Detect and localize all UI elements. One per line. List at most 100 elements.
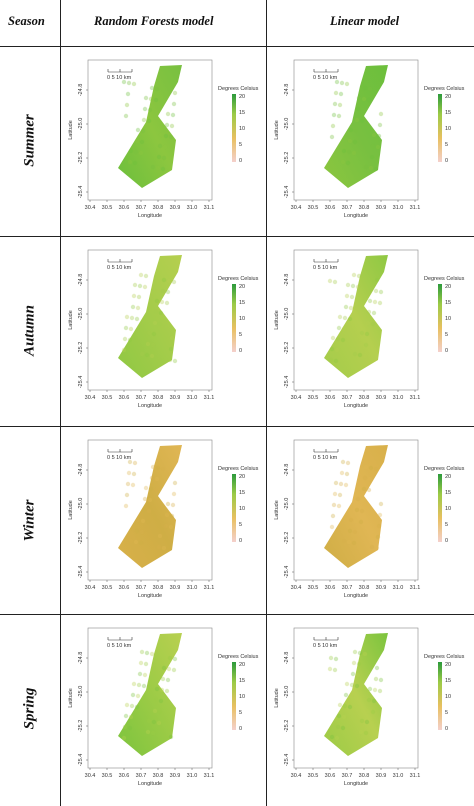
texture-dot: [358, 519, 364, 525]
texture-dot: [121, 735, 127, 741]
texture-dot: [355, 672, 361, 678]
texture-dot: [333, 90, 339, 96]
x-tick-label: 30.8: [153, 395, 164, 401]
texture-dot: [159, 687, 165, 693]
x-tick-label: 31.0: [393, 205, 404, 211]
texture-dot: [149, 475, 155, 481]
x-tick-label: 30.5: [308, 585, 319, 591]
texture-dot: [135, 517, 141, 523]
x-tick-label: 30.7: [342, 773, 353, 779]
x-axis-label: Longitude: [138, 213, 162, 219]
legend-tick-label: 15: [239, 300, 245, 306]
y-tick-label: -25.0: [284, 118, 290, 131]
texture-dot: [338, 481, 344, 487]
texture-dot: [341, 538, 347, 544]
texture-dot: [340, 337, 346, 343]
texture-dot: [333, 480, 339, 486]
row-divider-1: [0, 236, 474, 237]
texture-dot: [167, 357, 173, 363]
y-tick-label: -25.4: [284, 376, 290, 389]
texture-dot: [171, 101, 177, 107]
y-axis-label: Latitude: [274, 310, 280, 330]
legend-tick-label: 20: [445, 474, 451, 480]
texture-dot: [336, 713, 342, 719]
texture-dot: [328, 655, 334, 661]
texture-dot: [364, 331, 370, 337]
texture-dot: [151, 719, 157, 725]
texture-dot: [346, 149, 352, 155]
texture-dot: [378, 501, 384, 507]
texture-dot: [354, 117, 360, 123]
legend-colorbar: [232, 284, 236, 352]
texture-dot: [336, 113, 342, 119]
y-tick-label: -25.4: [284, 754, 290, 767]
texture-dot: [172, 480, 178, 486]
y-tick-label: -24.8: [78, 274, 84, 287]
legend-tick-label: 5: [445, 142, 448, 148]
study-region: [324, 633, 388, 756]
y-tick-label: -25.2: [78, 532, 84, 545]
legend-tick-label: 15: [239, 678, 245, 684]
map-panel-autumn-linear: 0 5 10 km -24.8 -25.0 -25.2 -25.4 Latitude 30.…: [268, 242, 468, 417]
legend-tick-label: 15: [445, 110, 451, 116]
texture-dot: [350, 283, 356, 289]
texture-dot: [155, 465, 161, 471]
texture-dot: [367, 298, 373, 304]
texture-dot: [140, 518, 146, 524]
map-svg: 0 5 10 km -24.8 -25.0 -25.2 -25.4 Latitude 30.…: [274, 627, 465, 787]
texture-dot: [142, 106, 148, 112]
y-tick-label: -25.0: [78, 308, 84, 321]
texture-dot: [335, 724, 341, 730]
texture-dot: [130, 304, 136, 310]
texture-dot: [345, 460, 351, 466]
texture-dot: [343, 304, 349, 310]
texture-dot: [125, 91, 131, 97]
texture-dot: [332, 491, 338, 497]
header-season: Season: [8, 14, 45, 28]
y-axis-label: Latitude: [68, 688, 74, 708]
texture-dot: [145, 729, 151, 735]
y-axis-label: Latitude: [274, 120, 280, 140]
texture-dot: [337, 702, 343, 708]
texture-dot: [372, 299, 378, 305]
y-tick-label: -25.4: [78, 566, 84, 579]
texture-dot: [332, 279, 338, 285]
texture-dot: [157, 143, 163, 149]
texture-dot: [377, 512, 383, 518]
map-svg: 0 5 10 km -24.8 -25.0 -25.2 -25.4 Latitude 30.…: [68, 627, 259, 787]
texture-dot: [155, 165, 161, 171]
texture-dot: [360, 107, 366, 113]
season-label-autumn: Autumn: [21, 305, 38, 356]
texture-dot: [362, 651, 368, 657]
texture-dot: [133, 149, 139, 155]
texture-dot: [374, 155, 380, 161]
texture-dot: [160, 676, 166, 682]
texture-dot: [168, 524, 174, 530]
scalebar-label: 0 5 10 km: [107, 455, 132, 461]
texture-dot: [145, 519, 151, 525]
y-tick-label: -25.2: [284, 532, 290, 545]
texture-dot: [134, 704, 140, 710]
texture-dot: [136, 294, 142, 300]
texture-dot: [127, 159, 133, 165]
texture-dot: [343, 482, 349, 488]
legend-tick-label: 15: [445, 490, 451, 496]
texture-dot: [329, 734, 335, 740]
texture-dot: [143, 273, 149, 279]
texture-dot: [378, 677, 384, 683]
texture-dot: [126, 80, 132, 86]
texture-dot: [370, 321, 376, 327]
texture-dot: [171, 491, 177, 497]
texture-dot: [139, 139, 145, 145]
y-axis-label: Latitude: [68, 120, 74, 140]
texture-dot: [143, 661, 149, 667]
scalebar-label: 0 5 10 km: [313, 265, 338, 271]
y-tick-label: -25.2: [284, 720, 290, 733]
x-tick-label: 30.7: [136, 395, 147, 401]
y-axis-label: Latitude: [274, 500, 280, 520]
texture-dot: [154, 686, 160, 692]
x-axis-label: Longitude: [138, 593, 162, 599]
texture-dot: [367, 686, 373, 692]
y-tick-label: -25.2: [284, 342, 290, 355]
texture-dot: [129, 315, 135, 321]
